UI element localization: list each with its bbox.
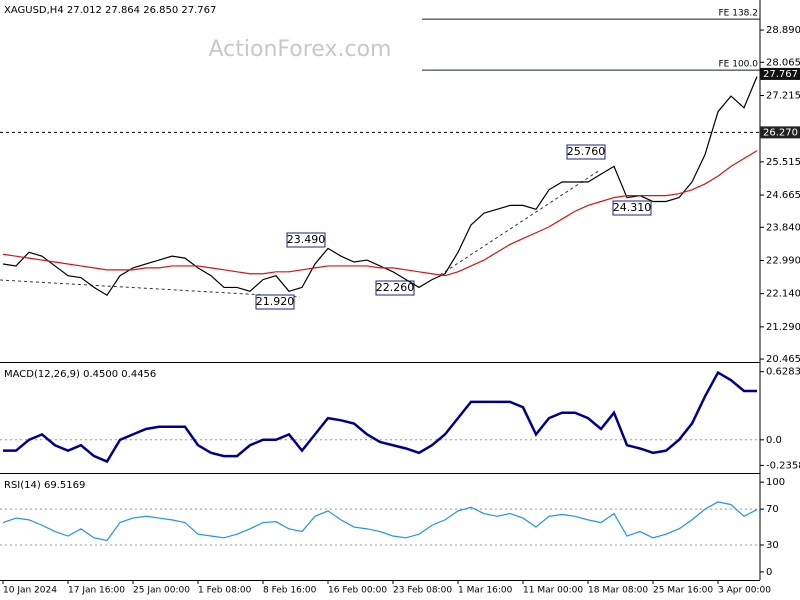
price-box xyxy=(760,67,800,80)
y-tick-label: 28.890 xyxy=(766,25,800,36)
annotation: 23.490 xyxy=(287,233,326,246)
y-tick-label: 22.140 xyxy=(766,289,800,300)
annotation: 25.760 xyxy=(567,145,606,158)
trendline xyxy=(439,169,601,276)
x-tick-label: 1 Feb 08:00 xyxy=(198,586,252,596)
fib-label: FE 100.0 xyxy=(719,60,759,70)
panel-title: MACD(12,26,9) 0.4500 0.4456 xyxy=(4,369,156,380)
y-tick-label: 21.290 xyxy=(766,322,800,333)
level-label: 26.270 xyxy=(763,127,798,138)
x-tick-label: 23 Feb 08:00 xyxy=(393,586,452,596)
y-tick-label: 25.515 xyxy=(766,157,800,168)
panel-title: RSI(14) 69.5169 xyxy=(4,480,85,491)
fib-label: FE 138.2 xyxy=(719,9,759,19)
y-tick-label: 20.465 xyxy=(766,354,800,365)
x-tick-label: 8 Feb 16:00 xyxy=(263,586,317,596)
annotation-box xyxy=(255,294,295,310)
series-line xyxy=(2,150,758,277)
price-box xyxy=(760,126,800,139)
annotation-box xyxy=(566,144,606,160)
watermark: ActionForex.com xyxy=(209,37,392,62)
x-tick-label: 11 Mar 00:00 xyxy=(523,586,583,596)
x-tick-label: 17 Jan 16:00 xyxy=(68,586,125,596)
series-line xyxy=(2,501,758,542)
annotation: 22.260 xyxy=(376,281,415,294)
y-tick-label: 0.0 xyxy=(766,435,782,446)
y-tick-label: 0 xyxy=(766,567,772,578)
y-tick-label: 23.840 xyxy=(766,222,800,233)
trendline xyxy=(0,279,301,298)
annotation-box xyxy=(286,232,326,248)
y-tick-label: 28.065 xyxy=(766,57,800,68)
y-tick-label: 70 xyxy=(766,504,779,515)
y-tick-label: -0.2358 xyxy=(766,460,800,471)
x-tick-label: 1 Mar 16:00 xyxy=(458,586,513,596)
series-line xyxy=(3,370,757,464)
annotation-box xyxy=(612,200,652,216)
x-tick-label: 3 Apr 00:00 xyxy=(718,586,771,596)
annotation-box xyxy=(375,280,415,296)
y-tick-label: 0.6283 xyxy=(766,367,800,378)
y-tick-label: 100 xyxy=(766,477,785,488)
x-tick-label: 10 Jan 2024 xyxy=(3,586,57,596)
y-tick-label: 30 xyxy=(766,540,779,551)
last-price-label: 27.767 xyxy=(763,69,798,80)
x-tick-label: 25 Mar 16:00 xyxy=(653,586,713,596)
series-line xyxy=(2,76,758,297)
y-tick-label: 24.665 xyxy=(766,190,800,201)
x-tick-label: 16 Feb 00:00 xyxy=(328,586,387,596)
x-tick-label: 18 Mar 08:00 xyxy=(588,586,648,596)
annotation: 24.310 xyxy=(613,201,652,214)
y-tick-label: 27.215 xyxy=(766,90,800,101)
annotation: 21.920 xyxy=(256,295,295,308)
panel-title: XAGUSD,H4 27.012 27.864 26.850 27.767 xyxy=(4,5,216,16)
x-tick-label: 25 Jan 00:00 xyxy=(133,586,190,596)
y-tick-label: 22.990 xyxy=(766,255,800,266)
